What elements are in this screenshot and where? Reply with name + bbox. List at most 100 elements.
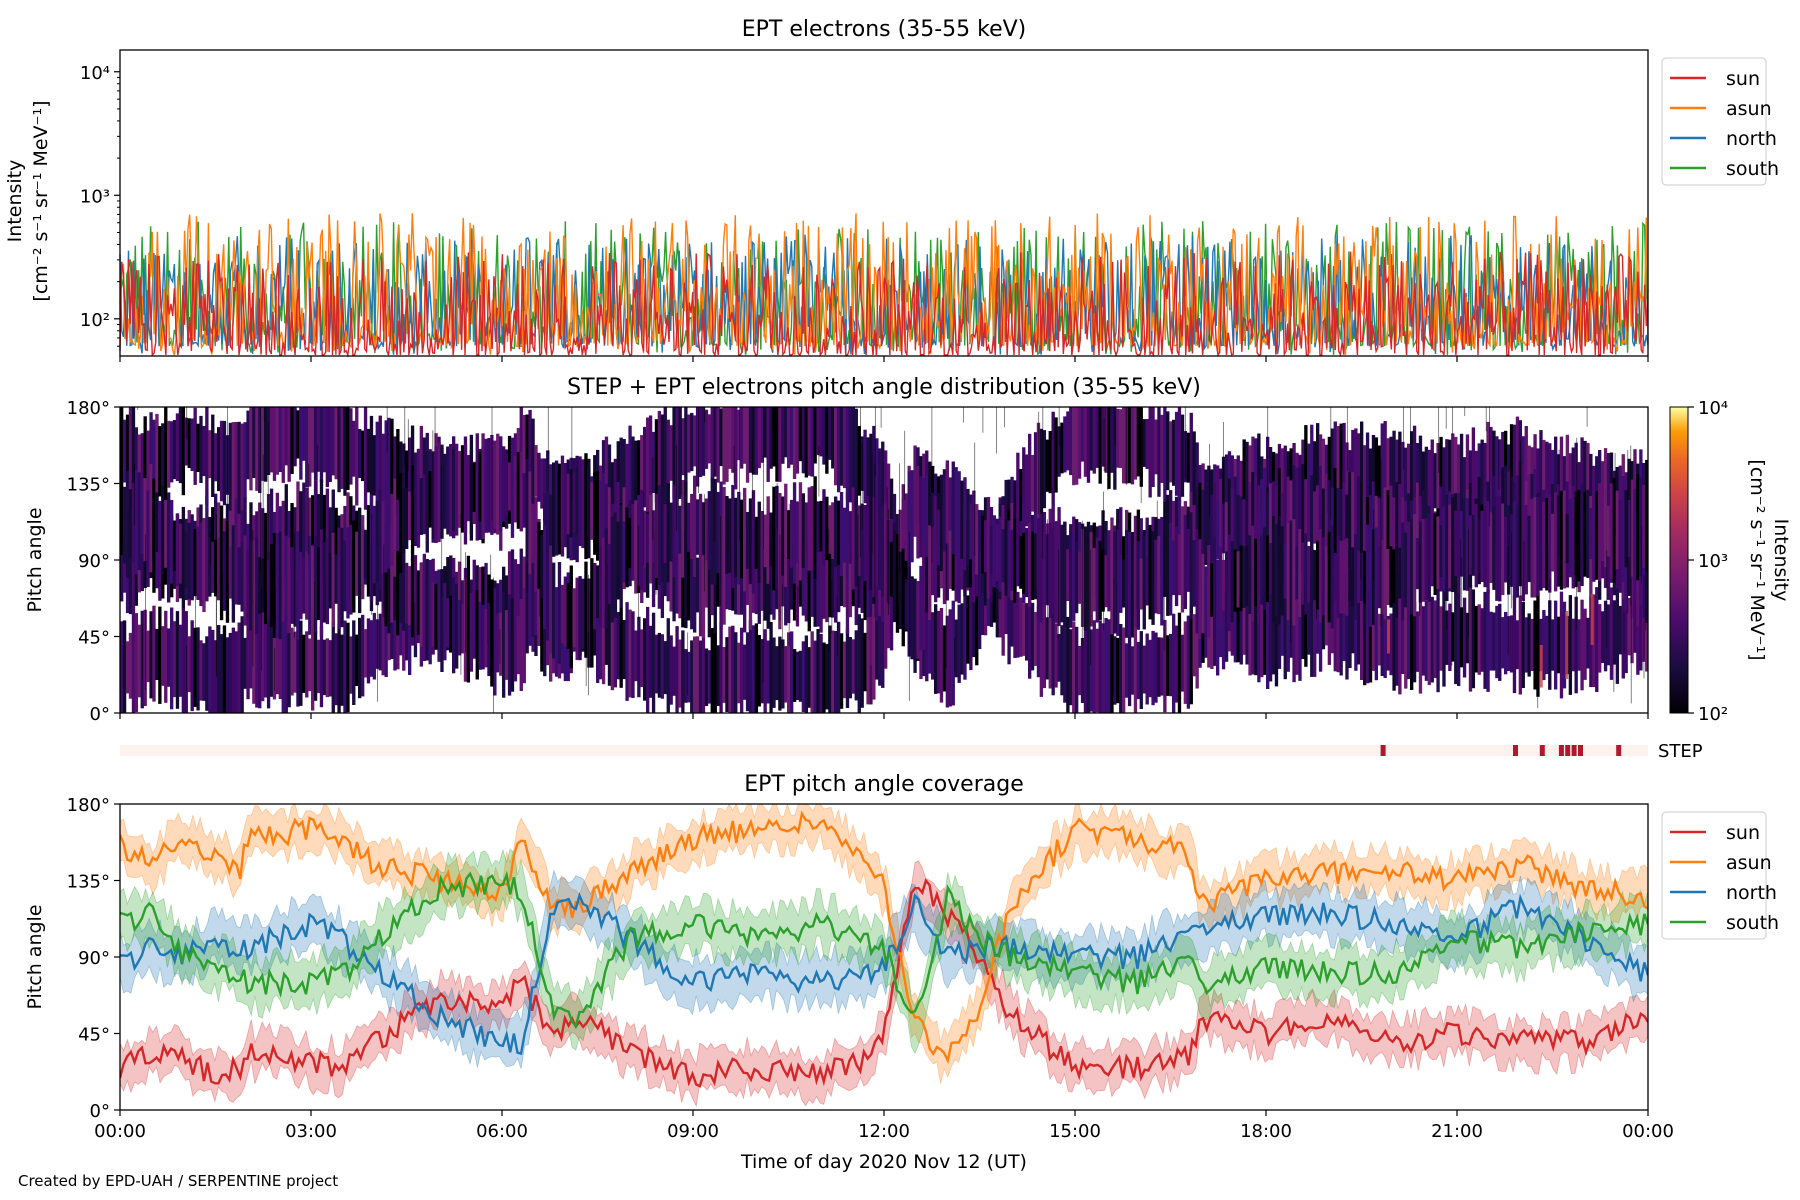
pad-cell: [293, 407, 297, 467]
pad-cell: [819, 634, 823, 713]
pad-cell: [1233, 549, 1238, 612]
pad-cell: [807, 487, 811, 571]
pad-cell: [499, 436, 503, 532]
pad-cell: [1060, 422, 1064, 474]
legend-label-asun: asun: [1726, 852, 1772, 874]
pad-cell: [252, 407, 256, 478]
pad-cell: [1486, 500, 1490, 594]
pad-cell: [1028, 589, 1032, 679]
pad-cell: [217, 537, 221, 601]
pad-cell: [1283, 543, 1287, 599]
pad-cell: [1145, 556, 1149, 606]
pad-cell: [1204, 501, 1208, 565]
pad-cell: [504, 575, 509, 637]
pad-cell: [1418, 435, 1423, 522]
pad-cell: [1271, 594, 1276, 675]
pad-cell: [134, 470, 139, 575]
pad-cell: [710, 628, 714, 713]
pad-cell: [172, 621, 177, 698]
pad-cell: [1192, 431, 1196, 525]
pad-cell: [264, 615, 268, 698]
pad-cell: [1295, 546, 1299, 600]
pad-cell: [1554, 436, 1558, 526]
pad-cell: [810, 551, 814, 617]
pad-cell: [687, 544, 691, 621]
pad-cell: [252, 605, 256, 704]
pad-cell: [948, 477, 952, 531]
pad-cell: [1327, 480, 1332, 556]
pad-cell: [1163, 619, 1167, 713]
pad-cell: [951, 526, 955, 591]
pad-cell: [1410, 594, 1414, 690]
pad-cell: [211, 414, 215, 497]
pad-cell: [358, 617, 362, 699]
pad-cell: [134, 427, 139, 488]
pad-cell: [1077, 551, 1082, 604]
pad-cell: [798, 482, 803, 581]
pad-cell: [1148, 539, 1152, 620]
pad-cell: [158, 505, 162, 601]
pad-cell: [1280, 448, 1285, 515]
pad-cell: [290, 547, 294, 624]
pad-cell: [740, 543, 744, 615]
pad-cell: [1430, 525, 1434, 587]
pad-cell: [343, 407, 347, 496]
intensity-ylabel-line1: Intensity: [4, 160, 26, 243]
pad-cell: [1383, 487, 1387, 563]
pad-cell: [196, 423, 200, 472]
pad-cell: [1157, 407, 1161, 497]
pad-cell: [272, 407, 277, 481]
pad-cell: [1039, 513, 1044, 623]
pad-cell: [313, 407, 318, 481]
pad-cell: [845, 629, 850, 708]
pad-cell: [425, 450, 429, 553]
pad-cell: [346, 527, 350, 619]
pad-cell: [772, 637, 776, 708]
pad-cell: [434, 583, 438, 650]
pad-cell: [1548, 494, 1552, 593]
pad-cell: [1609, 587, 1614, 680]
pad-cell: [1504, 516, 1508, 583]
pad-cell: [1125, 643, 1129, 698]
pad-cell: [410, 465, 415, 562]
pad-cell: [613, 458, 618, 511]
pad-cell: [701, 636, 706, 713]
pad-cell: [275, 533, 280, 638]
pad-cell: [1310, 571, 1314, 677]
pad-cell: [951, 461, 955, 555]
pad-cell: [1066, 549, 1070, 601]
pad-cell: [1545, 615, 1549, 675]
pad-cell: [1130, 532, 1135, 638]
pad-cell: [878, 448, 882, 524]
pad-cell: [311, 620, 315, 711]
pad-cell: [293, 544, 297, 627]
pad-cell: [1189, 512, 1193, 619]
pad-cell: [1556, 454, 1561, 510]
pad-cell: [607, 543, 612, 605]
pad-cell: [663, 537, 667, 597]
pad-cell: [334, 554, 338, 604]
pad-cell: [122, 486, 127, 564]
pad-cell: [1386, 438, 1390, 512]
pad-cell: [1289, 520, 1293, 624]
x-tick-label: 03:00: [285, 1121, 337, 1142]
pad-cell: [854, 408, 858, 508]
pad-cell: [1142, 535, 1146, 630]
pad-cell: [1274, 523, 1279, 617]
y-tick-label: 10²: [80, 310, 110, 331]
pad-cell: [763, 514, 767, 568]
pad-cell: [1289, 601, 1293, 658]
pad-cell: [790, 553, 794, 610]
pad-cell: [1263, 527, 1267, 611]
pad-cell: [1439, 606, 1443, 671]
pad-cell: [125, 414, 130, 491]
pad-cell: [1318, 529, 1323, 623]
pad-cell: [1374, 437, 1379, 513]
pad-cell: [1507, 505, 1511, 595]
pad-cell: [1048, 431, 1052, 494]
pad-cell: [1412, 601, 1417, 683]
pad-cell: [1580, 483, 1584, 586]
